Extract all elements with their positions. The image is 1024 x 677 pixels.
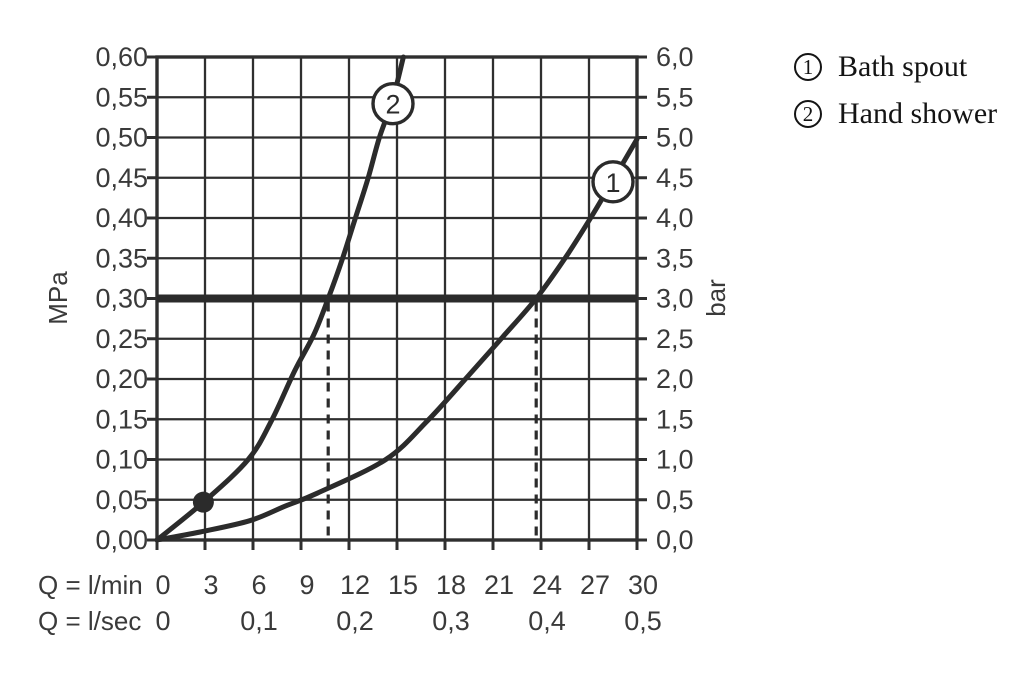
y-right-tick-label: 1,0	[656, 445, 694, 475]
x-tick-label: 0,3	[432, 606, 470, 636]
curve-marker-circle	[591, 160, 635, 204]
legend-circled-number-1: 1	[794, 53, 822, 81]
x-axis-row-label: Q = l/sec	[38, 606, 141, 636]
y-right-tick-label: 2,0	[656, 364, 694, 394]
x-tick-label: 0,4	[528, 606, 566, 636]
curve-marker-number: 1	[605, 168, 620, 198]
legend-label-hand-shower: Hand shower	[838, 97, 998, 130]
curve-hand-shower	[154, 54, 406, 543]
x-tick-label: 18	[436, 570, 466, 600]
y-right-tick-label: 5,5	[656, 82, 694, 112]
y-left-tick-label: 0,60	[95, 42, 148, 72]
y-right-tick-label: 4,5	[656, 163, 694, 193]
x-axis-row-label: Q = l/min	[38, 570, 143, 600]
grid	[157, 57, 637, 540]
legend: 1 Bath spout 2 Hand shower	[794, 52, 997, 129]
legend-circled-number-2: 2	[794, 100, 822, 128]
y-left-tick-label: 0,35	[95, 243, 148, 273]
x-tick-label: 15	[388, 570, 418, 600]
y-left-tick-label: 0,05	[95, 485, 148, 515]
y-right-tick-label: 1,5	[656, 404, 694, 434]
y-left-tick-label: 0,55	[95, 82, 148, 112]
y-left-tick-label: 0,15	[95, 404, 148, 434]
curve-marker-2	[371, 81, 415, 126]
curve-marker-circle	[371, 81, 415, 126]
curve-marker-1	[591, 160, 635, 204]
y-right-tick-label: 0,0	[656, 525, 694, 555]
x-tick-label: 0	[155, 606, 170, 636]
x-tick-label: 0,1	[240, 606, 278, 636]
x-tick-label: 9	[299, 570, 314, 600]
x-tick-label: 21	[484, 570, 514, 600]
y-right-tick-label: 4,0	[656, 203, 694, 233]
x-tick-label: 24	[532, 570, 562, 600]
y-left-tick-label: 0,25	[95, 324, 148, 354]
y-left-tick-label: 0,20	[95, 364, 148, 394]
y-left-axis-unit: MPa	[43, 271, 73, 325]
legend-item-bath-spout: 1 Bath spout	[794, 52, 997, 82]
x-tick-label: 0,5	[624, 606, 662, 636]
y-left-tick-label: 0,10	[95, 445, 148, 475]
dot-marker	[192, 491, 214, 513]
axis-ticks	[147, 55, 647, 550]
y-left-tick-label: 0,45	[95, 163, 148, 193]
y-right-tick-label: 5,0	[656, 123, 694, 153]
legend-item-hand-shower: 2 Hand shower	[794, 99, 997, 129]
x-tick-label: 0	[155, 570, 170, 600]
y-right-tick-label: 0,5	[656, 485, 694, 515]
x-tick-label: 0,2	[336, 606, 374, 636]
y-left-tick-label: 0,00	[95, 525, 148, 555]
x-tick-label: 30	[628, 570, 658, 600]
curve-marker-number: 2	[385, 90, 400, 120]
y-right-axis-unit: bar	[701, 279, 731, 317]
y-left-tick-label: 0,40	[95, 203, 148, 233]
y-right-tick-label: 2,5	[656, 324, 694, 354]
legend-label-bath-spout: Bath spout	[838, 50, 968, 83]
y-left-tick-label: 0,30	[95, 284, 148, 314]
y-right-tick-label: 3,0	[656, 284, 694, 314]
x-tick-label: 12	[340, 570, 370, 600]
y-right-tick-label: 6,0	[656, 42, 694, 72]
y-left-tick-label: 0,50	[95, 123, 148, 153]
curve-bath-spout	[154, 136, 640, 543]
x-tick-label: 3	[203, 570, 218, 600]
x-tick-label: 6	[251, 570, 266, 600]
x-tick-label: 27	[580, 570, 610, 600]
y-right-tick-label: 3,5	[656, 243, 694, 273]
